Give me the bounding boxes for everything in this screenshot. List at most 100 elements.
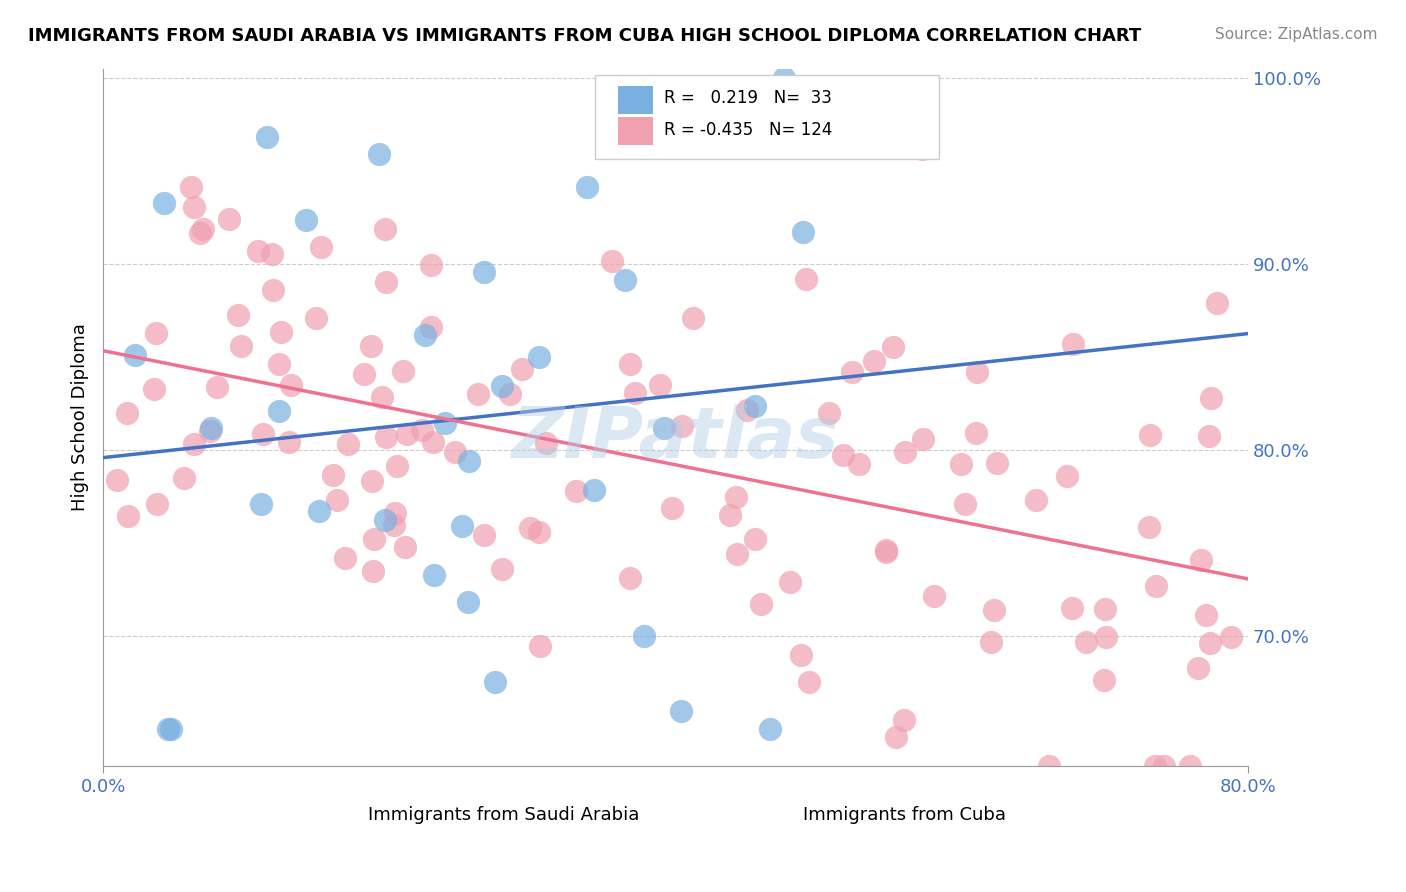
Point [267,404,290,418]
Point [1143,759,1166,773]
Point [1062,601,1084,615]
Point [336,436,359,450]
Point [145,326,167,340]
Point [831,448,853,462]
Point [450,519,472,533]
Point [309,240,332,254]
Point [160,722,183,736]
Point [848,458,870,472]
Bar [619,118,652,145]
Point [361,565,384,579]
Point [1094,602,1116,616]
Point [467,387,489,401]
Point [373,513,395,527]
Point [183,437,205,451]
Point [278,435,301,450]
Point [986,456,1008,470]
Point [146,497,169,511]
Point [419,259,441,273]
Point [423,568,446,582]
Point [652,421,675,435]
Point [1199,636,1222,650]
Point [1095,631,1118,645]
Point [648,378,671,392]
Point [188,226,211,240]
Point [370,390,392,404]
Point [536,435,558,450]
Point [1153,759,1175,773]
Point [322,467,344,482]
Point [911,142,934,156]
Point [1139,428,1161,442]
Point [326,493,349,508]
Point [1092,673,1115,687]
Point [218,212,240,227]
Point [229,339,252,353]
Point [422,434,444,449]
Point [624,386,647,401]
FancyBboxPatch shape [595,76,939,160]
Point [256,129,278,144]
Point [117,406,139,420]
Point [983,603,1005,617]
Point [413,328,436,343]
Point [270,325,292,339]
Point [661,500,683,515]
Point [1219,630,1241,644]
Point [191,222,214,236]
Point [198,425,221,439]
Point [472,527,495,541]
Point [1025,492,1047,507]
Point [1180,759,1202,773]
Point [724,490,747,504]
Point [875,544,897,558]
Point [794,272,817,286]
Text: IMMIGRANTS FROM SAUDI ARABIA VS IMMIGRANTS FROM CUBA HIGH SCHOOL DIPLOMA CORRELA: IMMIGRANTS FROM SAUDI ARABIA VS IMMIGRAN… [28,27,1142,45]
Point [619,571,641,585]
Point [246,244,269,259]
Point [613,273,636,287]
Point [1187,661,1209,675]
Point [183,200,205,214]
Point [669,704,692,718]
Point [499,387,522,401]
Point [1076,635,1098,649]
Point [779,575,801,590]
Point [792,225,814,239]
Point [308,503,330,517]
Point [491,379,513,393]
Point [1137,520,1160,534]
Point [527,524,550,539]
Point [619,357,641,371]
Point [911,432,934,446]
Text: R = -0.435   N= 124: R = -0.435 N= 124 [664,121,832,139]
Point [749,597,772,611]
Point [797,675,820,690]
Point [335,550,357,565]
Point [744,400,766,414]
Point [725,548,748,562]
Point [360,474,382,488]
Point [894,445,917,459]
Bar [619,86,652,114]
Point [1189,553,1212,567]
Point [484,675,506,690]
Point [474,265,496,279]
Point [966,365,988,379]
Text: Immigrants from Saudi Arabia: Immigrants from Saudi Arabia [368,806,640,824]
Point [205,380,228,394]
Point [875,543,897,558]
Point [443,445,465,459]
Point [420,319,443,334]
Point [818,406,841,420]
Point [411,423,433,437]
Point [226,309,249,323]
Point [882,340,904,354]
Point [394,541,416,555]
Point [744,95,766,109]
Point [529,640,551,654]
Bar [733,801,761,823]
Point [294,212,316,227]
Point [1195,607,1218,622]
Point [633,629,655,643]
